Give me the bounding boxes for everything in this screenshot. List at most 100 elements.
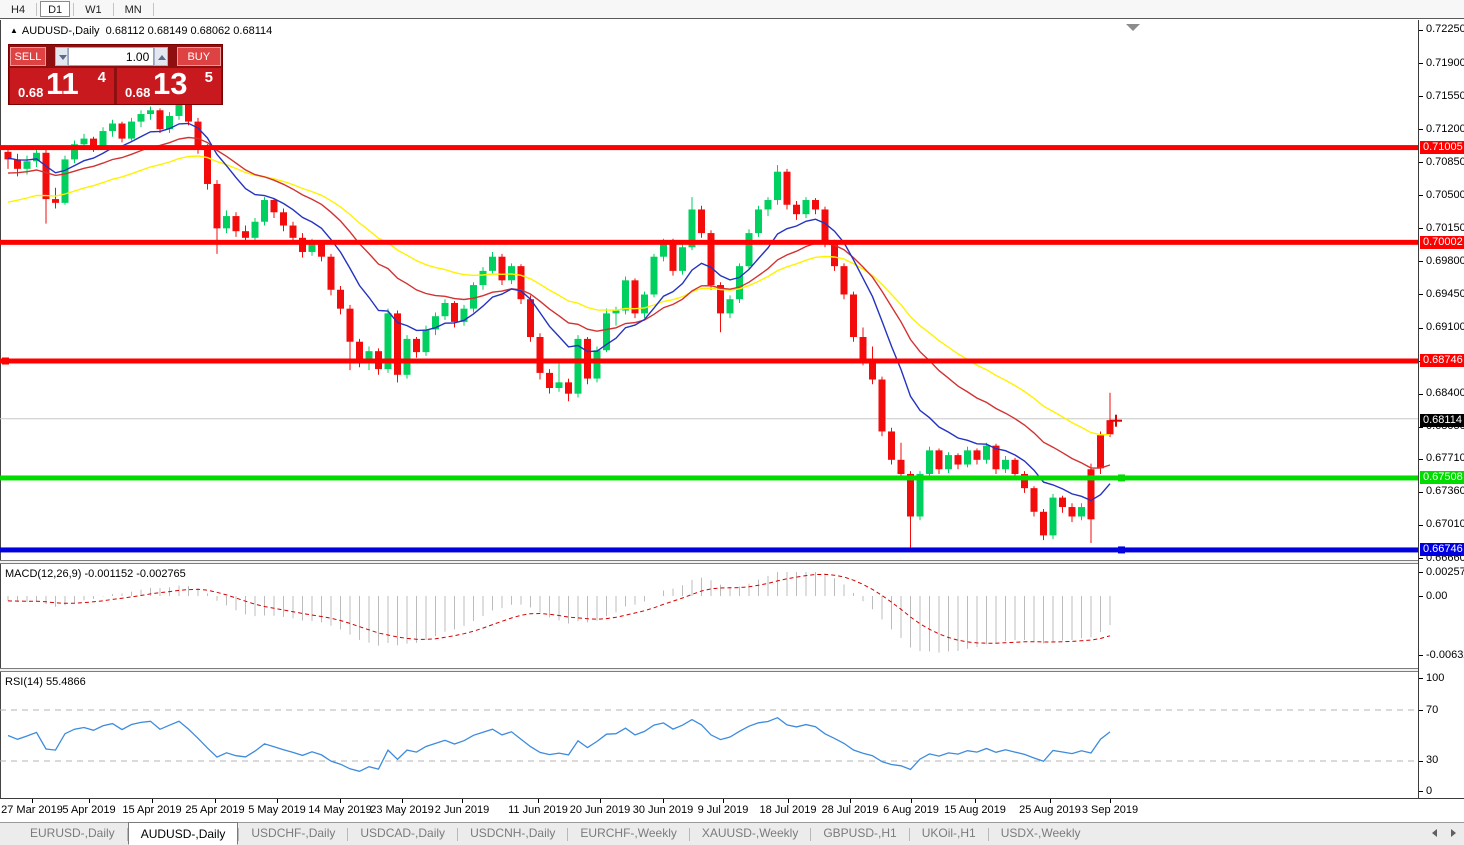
level-price-label: 0.71005	[1420, 141, 1464, 155]
price-tick-label: 0.67710	[1426, 452, 1464, 465]
macd-signal-line	[7, 573, 1111, 644]
date-label: 25 Apr 2019	[185, 804, 245, 816]
date-label: 18 Jul 2019	[759, 804, 817, 816]
tab-audusd-daily[interactable]: AUDUSD-,Daily	[127, 822, 239, 845]
buy-price-prefix: 0.68	[125, 85, 151, 100]
buy-price-box[interactable]: 0.68 13 5	[117, 66, 221, 104]
date-label: 14 May 2019	[308, 804, 372, 816]
volume-increase-button[interactable]	[154, 47, 168, 66]
date-label: 5 Apr 2019	[62, 804, 116, 816]
line-handle	[1118, 474, 1125, 482]
macd-axis-label: -0.006326	[1426, 648, 1464, 661]
tab-eurchf-weekly[interactable]: EURCHF-,Weekly	[580, 826, 677, 840]
tick-mark	[1419, 524, 1423, 526]
tick-mark	[1419, 63, 1423, 65]
rsi-line	[7, 716, 1111, 772]
date-tick-mark	[850, 799, 851, 803]
tab-ukoil-h1[interactable]: UKOil-,H1	[921, 826, 976, 840]
price-tick-label: 0.67360	[1426, 485, 1464, 498]
tab-scroll-right-icon[interactable]	[1451, 829, 1456, 837]
tab-usdchf-daily[interactable]: USDCHF-,Daily	[251, 826, 336, 840]
date-tick-mark	[462, 799, 463, 803]
date-tick-mark	[402, 799, 403, 803]
price-tick-label: 0.69100	[1426, 321, 1464, 334]
toolbar-separator	[73, 2, 75, 16]
sell-price-box[interactable]: 0.68 11 4	[10, 66, 114, 104]
panel-splitter[interactable]	[0, 560, 1464, 564]
date-tick-mark	[911, 799, 912, 803]
price-tick-label: 0.71900	[1426, 56, 1464, 69]
date-tick-mark	[1110, 799, 1111, 803]
tick-mark	[1419, 558, 1423, 560]
buy-price-pips: 13	[153, 66, 188, 101]
symbol-name: AUDUSD-,Daily	[21, 25, 100, 37]
level-line-0.68746	[0, 358, 1418, 364]
toolbar-separator	[36, 2, 38, 16]
date-tick-mark	[788, 799, 789, 803]
tab-gbpusd-h1[interactable]: GBPUSD-,H1	[823, 826, 897, 840]
timeframe-button-w1[interactable]: W1	[77, 1, 110, 17]
date-label: 11 Jun 2019	[508, 804, 568, 816]
tick-mark	[1419, 162, 1423, 164]
tab-usdx-weekly[interactable]: USDX-,Weekly	[1000, 826, 1081, 840]
tab-separator	[810, 828, 812, 841]
triangle-down-icon	[58, 55, 67, 60]
price-tick-label: 0.69450	[1426, 287, 1464, 300]
buy-price-point: 5	[204, 69, 213, 86]
horizontal-level-lines[interactable]	[0, 145, 1418, 554]
date-tick-mark	[215, 799, 216, 803]
tab-separator	[987, 828, 989, 841]
tick-mark	[1419, 710, 1423, 711]
toolbar-separator	[112, 2, 114, 16]
toolbar-separator	[152, 2, 154, 16]
tab-separator	[457, 828, 459, 841]
price-tick-label: 0.69800	[1426, 254, 1464, 267]
price-tick-label: 0.70150	[1426, 221, 1464, 234]
ma-slow	[7, 155, 1110, 436]
date-axis[interactable]: 27 Mar 2019 5 Apr 2019 15 Apr 2019 25 Apr 2…	[0, 798, 1464, 822]
ma-fast	[7, 122, 1111, 502]
collapse-arrow-icon[interactable]: ▲	[10, 26, 18, 35]
date-tick-mark	[723, 799, 724, 803]
timeframe-button-mn[interactable]: MN	[117, 1, 150, 17]
timeframe-button-h4[interactable]: H4	[3, 1, 33, 17]
tab-usdcad-daily[interactable]: USDCAD-,Daily	[360, 826, 446, 840]
volume-decrease-button[interactable]	[54, 47, 69, 66]
tab-eurusd-daily[interactable]: EURUSD-,Daily	[30, 826, 115, 840]
tick-mark	[1419, 572, 1423, 573]
volume-input[interactable]	[68, 47, 155, 66]
tab-xauusd-weekly[interactable]: XAUUSD-,Weekly	[701, 826, 799, 840]
rsi-axis-label: 100	[1426, 671, 1445, 684]
tick-mark	[1419, 426, 1423, 428]
date-label: 23 May 2019	[370, 804, 434, 816]
macd-panel[interactable]	[0, 564, 1418, 668]
macd-histogram	[7, 572, 1111, 653]
date-label: 15 Aug 2019	[944, 804, 1006, 816]
date-label: 6 Aug 2019	[883, 804, 939, 816]
timeframe-button-d1[interactable]: D1	[40, 1, 71, 17]
tick-mark	[1419, 228, 1423, 230]
timeframe-toolbar: H4 D1 W1 MN	[0, 0, 1464, 19]
price-tick-label: 0.68400	[1426, 387, 1464, 400]
line-handle	[2, 357, 9, 365]
sell-price-point: 4	[97, 69, 106, 86]
chart-plot-area[interactable]	[0, 20, 1418, 560]
chart-shift-marker-icon[interactable]	[1126, 24, 1140, 31]
buy-button[interactable]: BUY	[176, 47, 221, 66]
tab-scroll-left-icon[interactable]	[1432, 829, 1437, 837]
date-tick-mark	[89, 799, 90, 803]
price-tick-label: 0.70500	[1426, 188, 1464, 201]
triangle-up-icon	[158, 55, 167, 60]
rsi-panel[interactable]	[0, 672, 1418, 798]
sell-button[interactable]: SELL	[10, 47, 46, 66]
tick-mark	[1419, 261, 1423, 263]
date-tick-mark	[600, 799, 601, 803]
tick-mark	[1419, 791, 1423, 792]
tick-mark	[1419, 327, 1423, 329]
tab-usdcnh-daily[interactable]: USDCNH-,Daily	[470, 826, 556, 840]
date-label: 20 Jun 2019	[569, 804, 631, 816]
panel-splitter[interactable]	[0, 668, 1464, 672]
chart-title: ▲ AUDUSD-,Daily 0.68112 0.68149 0.68062 0…	[10, 25, 272, 37]
level-price-label: 0.66746	[1420, 543, 1464, 557]
price-axis[interactable]: 0.72250 0.71900 0.71550 0.71200 0.70850 0.705…	[1418, 20, 1464, 798]
